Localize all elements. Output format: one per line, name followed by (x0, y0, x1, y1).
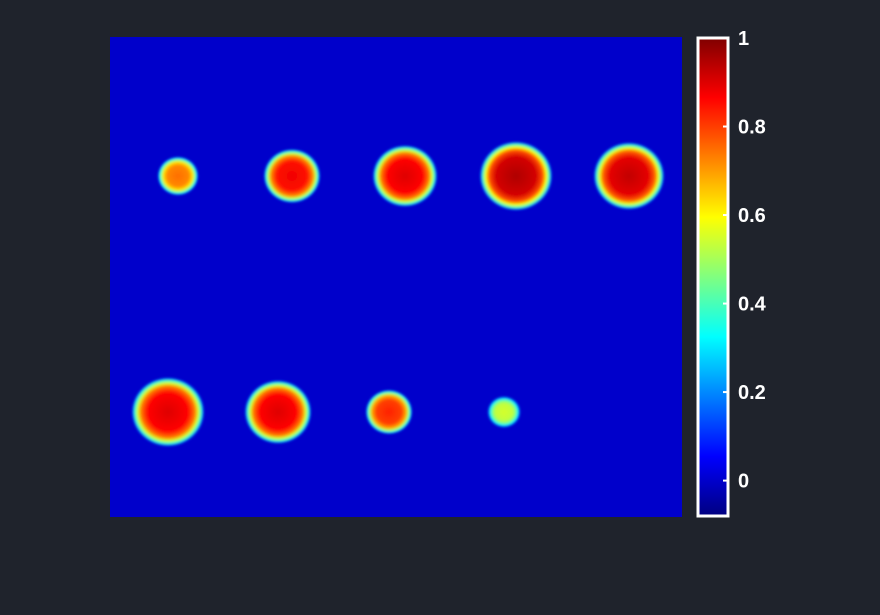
heatmap-spot-r2-2 (245, 380, 311, 444)
colorbar-gradient (696, 36, 730, 518)
colorbar-tick-label: 0.2 (738, 382, 766, 404)
heatmap-spot-r2-4 (488, 396, 520, 428)
colorbar-tick-label: 0.6 (738, 205, 766, 227)
colorbar-tick-label: 0 (738, 471, 749, 493)
colorbar-tick-label: 0.4 (738, 294, 767, 316)
heatmap-spot-r1-5 (594, 142, 664, 210)
heatmap-spot-r1-1 (158, 157, 198, 195)
heatmap-background (110, 37, 682, 517)
heatmap-spot-r1-4 (480, 141, 552, 211)
heatmap-spot-r2-3 (366, 390, 412, 434)
colorbar-tick-label: 0.8 (738, 117, 766, 139)
heatmap-spot-r1-3 (373, 145, 437, 207)
heatmap-spot-r2-1 (132, 377, 204, 447)
colorbar-tick-label: 1 (738, 28, 749, 50)
heatmap-spot-r1-2 (264, 149, 320, 203)
heatmap-field (110, 37, 682, 517)
colorbar: 1 0.8 0.6 0.4 0.2 0 (696, 28, 767, 518)
